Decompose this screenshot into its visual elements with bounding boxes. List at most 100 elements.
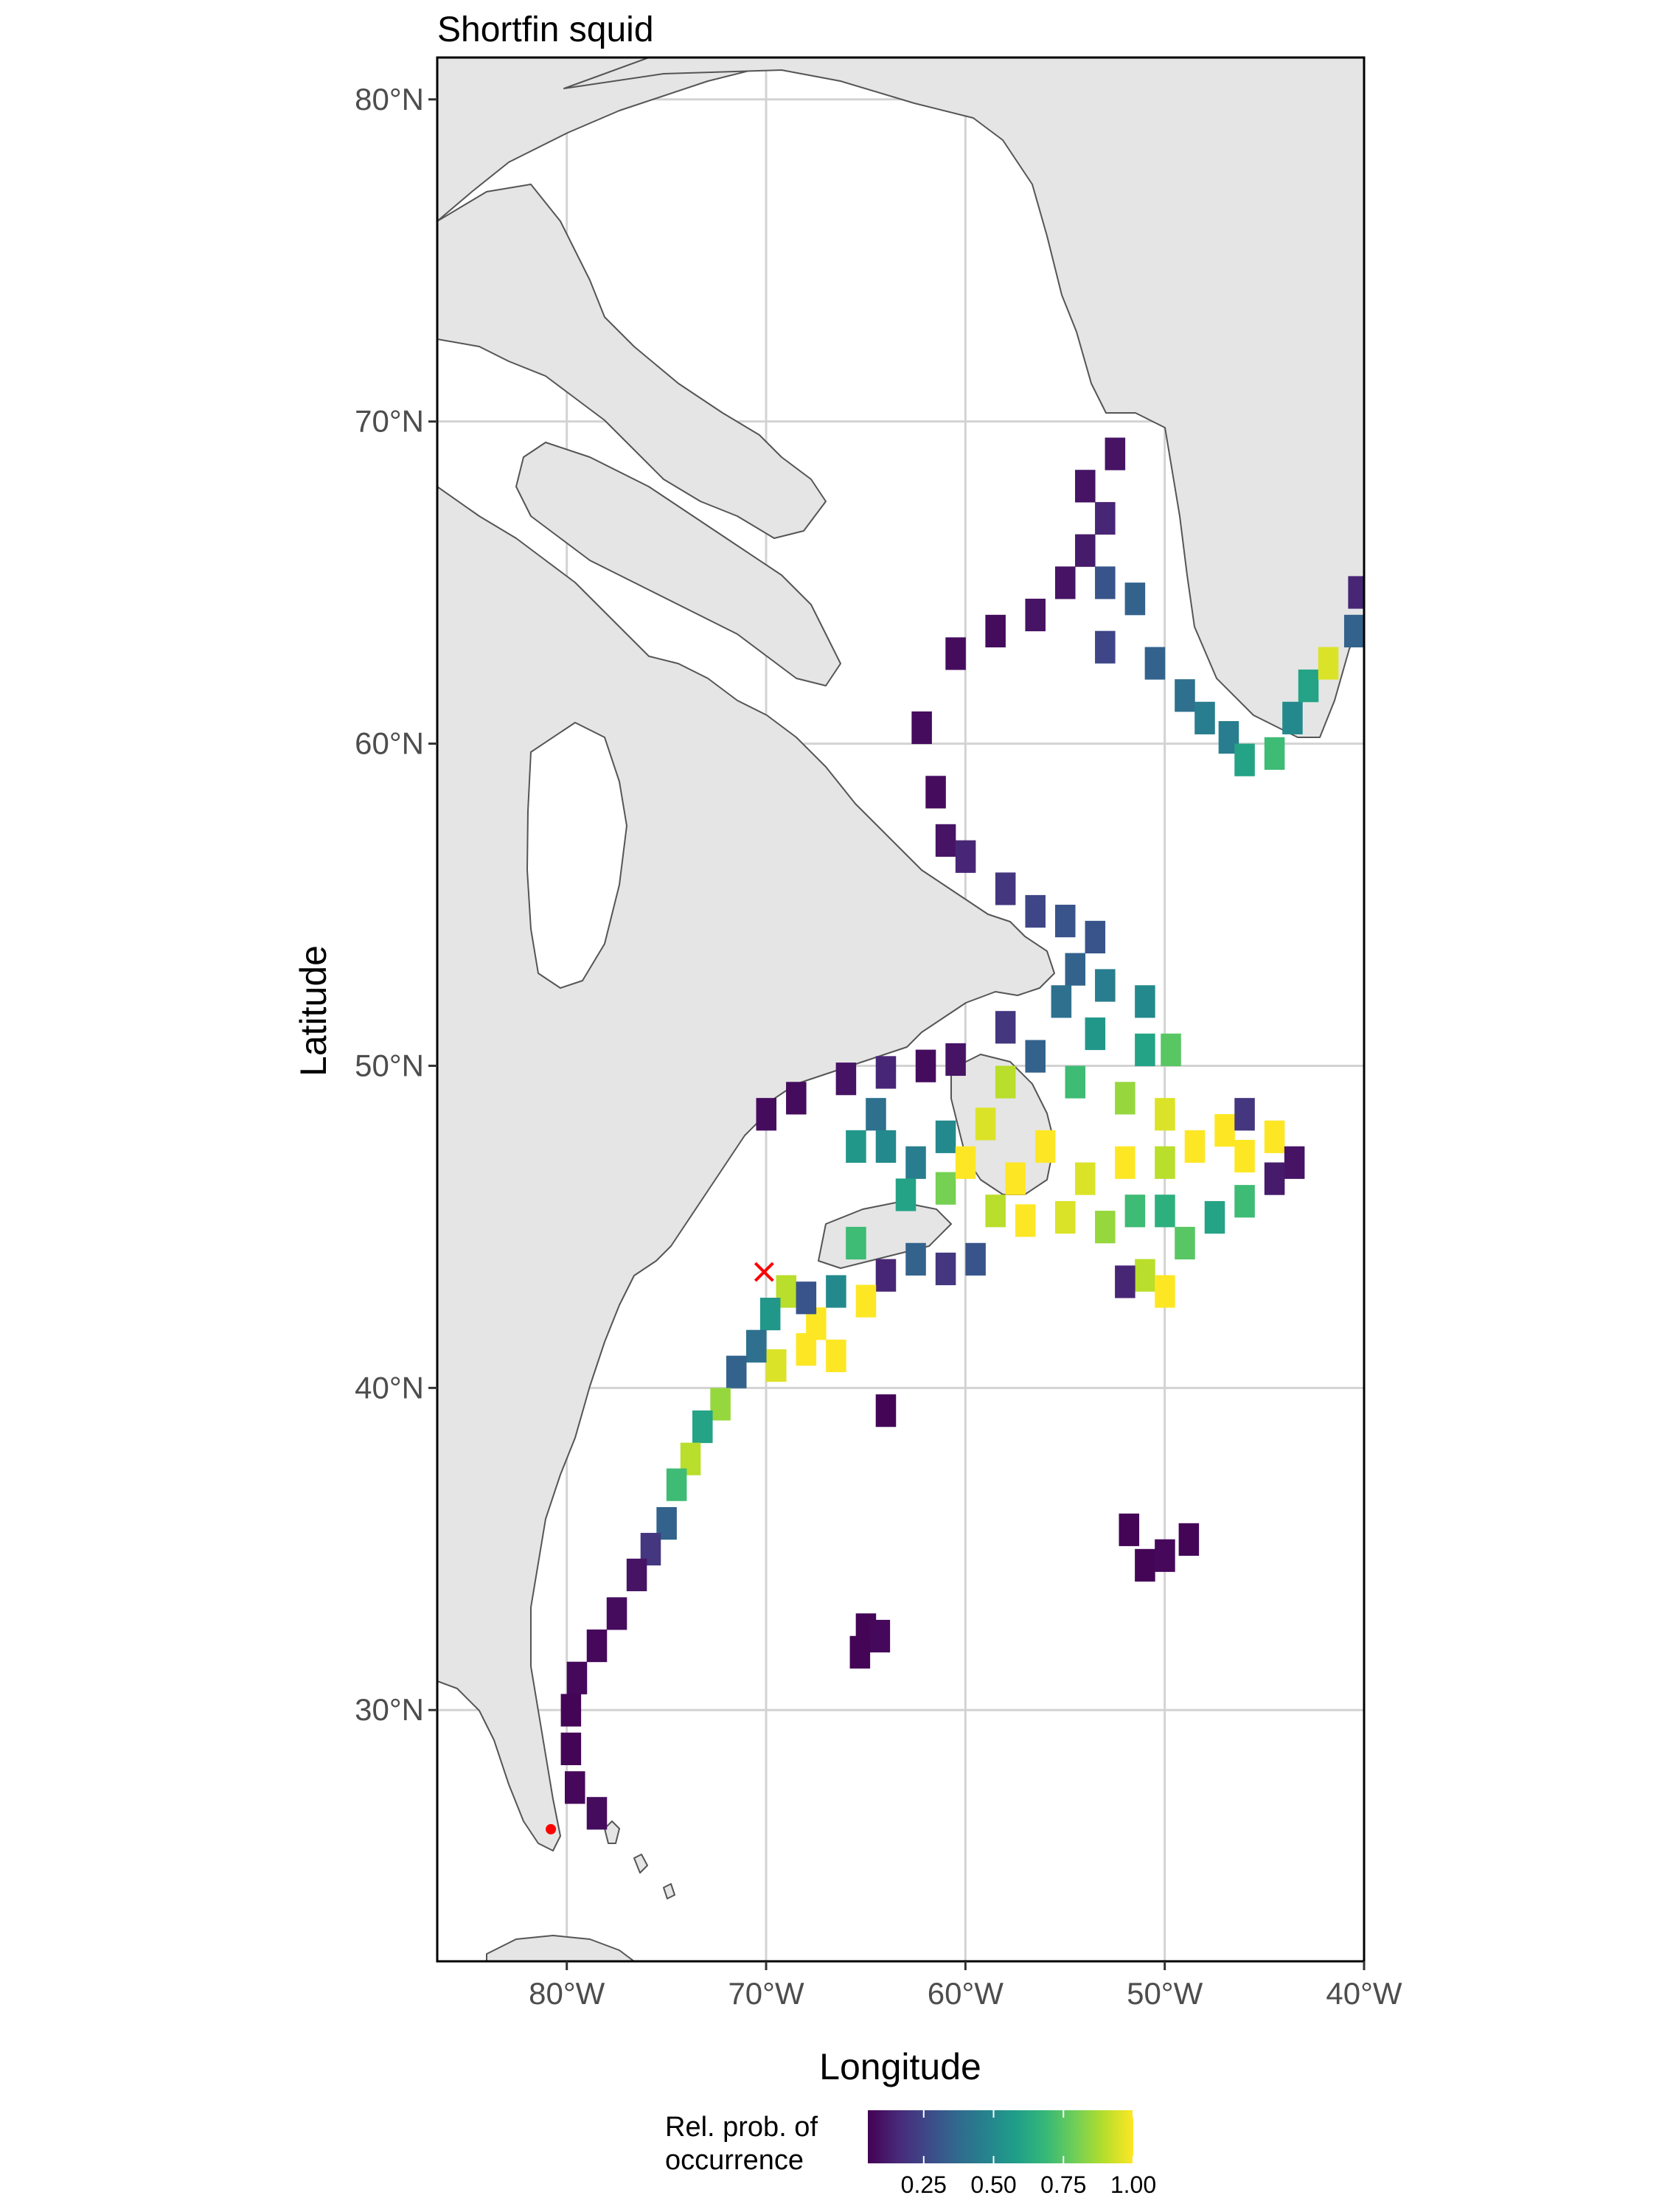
occurrence-cell-91 — [796, 1281, 817, 1315]
y-tick-label: 60°N — [355, 726, 424, 761]
occurrence-cell-98 — [710, 1388, 731, 1421]
occurrence-cell-25 — [955, 840, 976, 873]
x-tick-label: 70°W — [728, 1976, 804, 2011]
occurrence-cell-16 — [1264, 737, 1285, 771]
occurrence-cell-53 — [895, 1178, 917, 1211]
occurrence-cell-48 — [866, 1098, 886, 1131]
occurrence-cell-46 — [786, 1082, 807, 1115]
occurrence-cell-80 — [1155, 1275, 1175, 1308]
x-axis-title: Longitude — [819, 2046, 981, 2087]
x-tick-label: 40°W — [1326, 1976, 1402, 2011]
occurrence-cell-93 — [796, 1333, 817, 1366]
occurrence-cell-45 — [835, 1062, 857, 1096]
occurrence-cell-4 — [1055, 566, 1076, 599]
occurrence-cell-87 — [826, 1275, 846, 1308]
occurrence-cell-74 — [1124, 1194, 1146, 1228]
occurrence-cell-81 — [1115, 1265, 1135, 1298]
x-tick-label: 50°W — [1127, 1976, 1203, 2011]
occurrence-cell-72 — [1175, 1226, 1195, 1260]
occurrence-cell-39 — [1155, 1098, 1175, 1131]
occurrence-cell-38 — [1115, 1082, 1135, 1115]
occurrence-cell-94 — [826, 1339, 846, 1372]
occurrence-cell-114 — [1135, 1548, 1155, 1582]
y-tick-label: 70°N — [355, 404, 424, 439]
landmass-greenland — [563, 58, 1364, 738]
location-cross-marker — [754, 1262, 774, 1282]
occurrence-cell-34 — [1085, 1017, 1106, 1051]
map-title: Shortfin squid — [437, 10, 654, 49]
occurrence-cell-97 — [726, 1355, 747, 1388]
occurrence-cell-2 — [1095, 501, 1116, 535]
occurrence-cell-71 — [1204, 1200, 1225, 1234]
occurrence-cell-56 — [975, 1107, 996, 1141]
occurrence-cell-41 — [995, 1011, 1016, 1044]
occurrence-cell-36 — [1161, 1033, 1181, 1066]
occurrence-cell-79 — [1135, 1259, 1155, 1292]
occurrence-cell-21 — [1348, 576, 1364, 609]
occurrence-cell-64 — [1214, 1113, 1235, 1147]
occurrence-cell-50 — [875, 1130, 897, 1164]
occurrence-cell-119 — [849, 1635, 871, 1669]
occurrence-cell-70 — [1234, 1185, 1255, 1218]
legend-title-line2: occurrence — [665, 2145, 804, 2176]
y-axis-title: Latitude — [293, 945, 334, 1077]
occurrence-cell-55 — [955, 1146, 976, 1179]
landmass-hudson-bay-water — [526, 722, 627, 989]
occurrence-cell-22 — [911, 711, 932, 745]
occurrence-cell-101 — [666, 1468, 687, 1501]
occurrence-cell-113 — [1119, 1513, 1140, 1546]
legend-tick-label: 0.25 — [901, 2171, 947, 2198]
occurrence-cell-12 — [1175, 679, 1195, 712]
occurrence-cell-67 — [1234, 1098, 1255, 1131]
occurrence-cell-66 — [1264, 1120, 1285, 1153]
location-point-marker — [546, 1823, 557, 1834]
occurrence-cell-95 — [766, 1349, 787, 1382]
occurrence-cell-59 — [1005, 1162, 1026, 1195]
occurrence-cell-30 — [1065, 953, 1086, 986]
occurrence-cell-42 — [945, 1043, 966, 1077]
occurrence-cell-26 — [995, 872, 1016, 905]
legend-colorbar — [868, 2110, 1133, 2163]
occurrence-cell-33 — [1135, 985, 1155, 1018]
occurrence-cell-106 — [586, 1630, 608, 1663]
landmass-canadian-arctic-islands — [437, 184, 827, 539]
occurrence-cell-60 — [1075, 1162, 1096, 1195]
occurrence-cell-7 — [1025, 598, 1046, 632]
occurrence-cell-24 — [935, 824, 956, 857]
occurrence-cell-28 — [1055, 905, 1076, 938]
occurrence-cell-3 — [1075, 534, 1096, 567]
occurrence-cell-112 — [875, 1394, 897, 1427]
legend-ticks: 0.25 0.50 0.75 1.00 — [901, 2110, 1156, 2198]
occurrence-cell-54 — [935, 1172, 956, 1205]
occurrence-cell-61 — [1115, 1146, 1135, 1179]
occurrence-cell-40 — [1025, 1040, 1046, 1073]
occurrence-cell-75 — [1095, 1211, 1116, 1244]
occurrence-cell-108 — [560, 1694, 582, 1727]
occurrence-cell-17 — [1282, 701, 1303, 734]
occurrence-cell-69 — [1264, 1162, 1285, 1195]
legend: Rel. prob. of occurrence 0.25 0.50 0.75 1.0… — [665, 2110, 1156, 2198]
landmass-newfoundland — [950, 1054, 1055, 1195]
y-tick-label: 80°N — [355, 82, 424, 116]
occurrence-cell-13 — [1194, 701, 1215, 734]
occurrence-cell-116 — [1178, 1523, 1200, 1557]
landmasses — [437, 58, 1364, 1961]
occurrence-cell-115 — [1155, 1539, 1175, 1572]
occurrence-cell-6 — [1124, 582, 1146, 616]
occurrence-cell-76 — [1055, 1200, 1076, 1234]
occurrence-cell-27 — [1025, 894, 1046, 928]
occurrence-cell-32 — [1095, 969, 1116, 1002]
occurrence-cell-11 — [1144, 647, 1166, 680]
occurrence-cell-110 — [565, 1771, 585, 1804]
legend-tick-label: 0.50 — [970, 2171, 1016, 2198]
occurrence-cell-77 — [1015, 1204, 1036, 1237]
y-tick-label: 30°N — [355, 1692, 424, 1727]
landmass-baffin-island — [515, 442, 841, 686]
occurrence-cell-78 — [985, 1194, 1006, 1228]
occurrence-cell-111 — [586, 1797, 608, 1830]
landmass-bahamas — [604, 1820, 675, 1899]
legend-tick-label: 1.00 — [1110, 2171, 1156, 2198]
occurrence-heatmap — [560, 437, 1364, 1830]
occurrence-cell-19 — [1318, 647, 1339, 680]
